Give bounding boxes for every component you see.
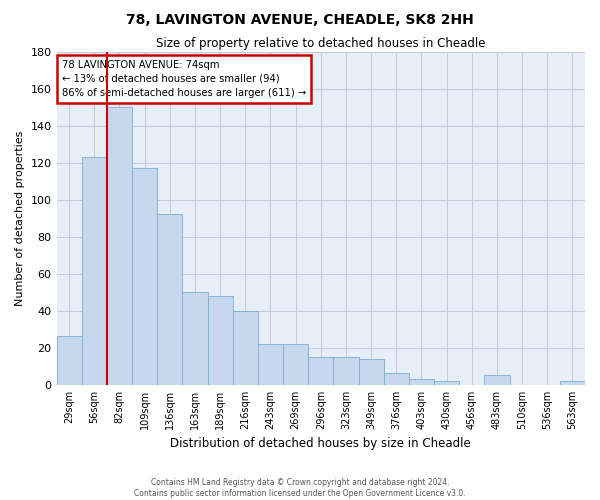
Bar [182,292,208,384]
Bar [208,296,233,384]
Bar [409,379,434,384]
Bar [56,336,82,384]
Y-axis label: Number of detached properties: Number of detached properties [15,130,25,306]
Bar [484,376,509,384]
Text: Contains HM Land Registry data © Crown copyright and database right 2024.
Contai: Contains HM Land Registry data © Crown c… [134,478,466,498]
Bar [82,157,107,384]
Bar [283,344,308,385]
Bar [308,357,334,384]
Bar [434,381,459,384]
Bar [132,168,157,384]
Text: 78 LAVINGTON AVENUE: 74sqm
← 13% of detached houses are smaller (94)
86% of semi: 78 LAVINGTON AVENUE: 74sqm ← 13% of deta… [62,60,306,98]
Bar [334,357,359,384]
Text: 78, LAVINGTON AVENUE, CHEADLE, SK8 2HH: 78, LAVINGTON AVENUE, CHEADLE, SK8 2HH [126,12,474,26]
Bar [233,310,258,384]
Bar [359,358,383,384]
Bar [157,214,182,384]
X-axis label: Distribution of detached houses by size in Cheadle: Distribution of detached houses by size … [170,437,471,450]
Bar [383,374,409,384]
Bar [107,107,132,384]
Bar [258,344,283,385]
Bar [560,381,585,384]
Title: Size of property relative to detached houses in Cheadle: Size of property relative to detached ho… [156,38,485,51]
